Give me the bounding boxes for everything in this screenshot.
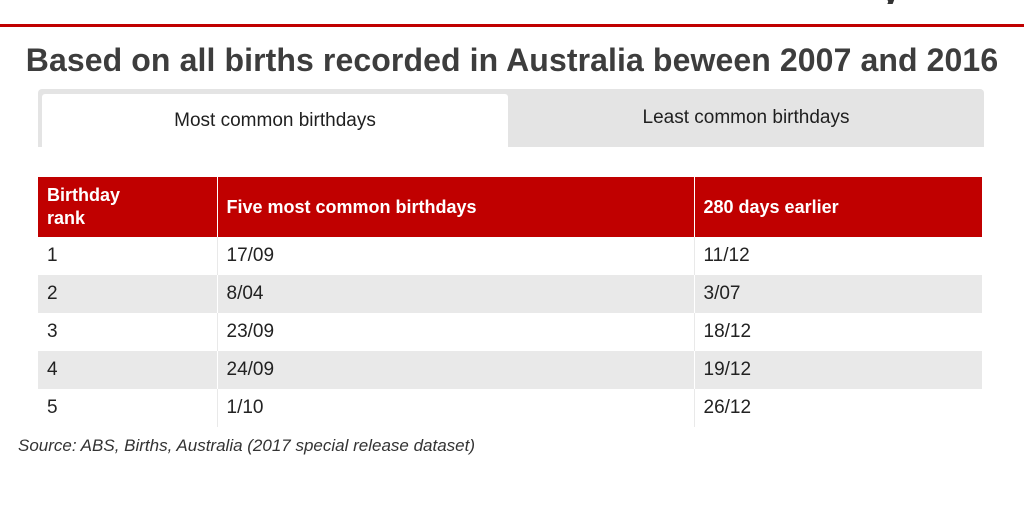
cell-280-days-earlier: 11/12: [693, 237, 982, 275]
cell-rank: 5: [38, 389, 217, 427]
cell-rank: 3: [38, 313, 217, 351]
cell-birthday: 24/09: [216, 351, 694, 389]
table-row: 1 17/09 11/12: [38, 237, 982, 275]
table-row: 5 1/10 26/12: [38, 389, 982, 427]
tab-least-common-birthdays[interactable]: Least common birthdays: [642, 107, 850, 128]
cell-birthday: 23/09: [216, 313, 694, 351]
cell-birthday: 8/04: [216, 275, 694, 313]
cell-280-days-earlier: 19/12: [693, 351, 982, 389]
cell-rank: 1: [38, 237, 217, 275]
cell-rank: 4: [38, 351, 217, 389]
top-red-rule: [0, 24, 1024, 27]
column-header-birthday-rank: Birthday rank: [38, 177, 217, 237]
table-row: 3 23/09 18/12: [38, 313, 982, 351]
column-header-birthday-rank-label: Birthday rank: [47, 185, 121, 228]
cut-off-title-text: y: [880, 0, 924, 4]
tab-bar: Most common birthdays Least common birth…: [38, 89, 984, 147]
cut-off-title-fragment: y: [880, 0, 924, 4]
source-note: Source: ABS, Births, Australia (2017 spe…: [18, 436, 476, 455]
column-header-280-days-earlier: 280 days earlier: [693, 177, 982, 237]
cell-280-days-earlier: 18/12: [693, 313, 982, 351]
cell-birthday: 1/10: [216, 389, 694, 427]
table-header-row: Birthday rank Five most common birthdays…: [38, 177, 982, 237]
tab-most-common-birthdays[interactable]: Most common birthdays: [42, 94, 508, 147]
table-row: 2 8/04 3/07: [38, 275, 982, 313]
cell-rank: 2: [38, 275, 217, 313]
cell-birthday: 17/09: [216, 237, 694, 275]
birthday-table: Birthday rank Five most common birthdays…: [38, 177, 982, 427]
table-row: 4 24/09 19/12: [38, 351, 982, 389]
page-headline: Based on all births recorded in Australi…: [25, 42, 999, 78]
column-header-most-common: Five most common birthdays: [216, 177, 694, 237]
cell-280-days-earlier: 3/07: [693, 275, 982, 313]
cell-280-days-earlier: 26/12: [693, 389, 982, 427]
